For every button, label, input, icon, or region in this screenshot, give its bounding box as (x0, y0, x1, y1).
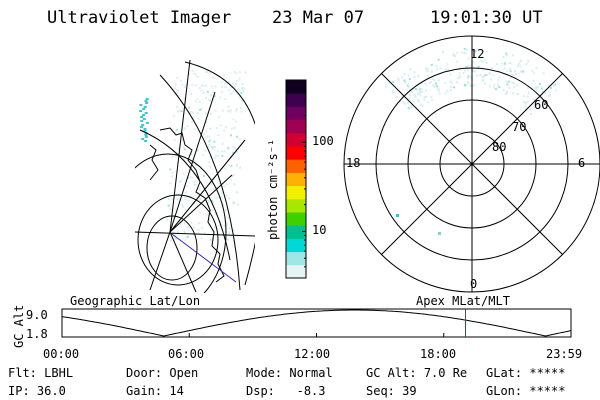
colorbar-tick-10: 10 (312, 223, 327, 238)
colorbar-segment (286, 106, 306, 121)
time-label: 19:01:30 UT (430, 8, 543, 28)
geographic-image-panel (135, 59, 255, 293)
colorbar-segment (286, 212, 306, 226)
info-seq: Seq: 39 (366, 384, 417, 398)
colorbar-segment (286, 119, 306, 134)
gc-alt-axis-label: GC Alt (12, 304, 26, 348)
instrument-title: Ultraviolet Imager (47, 8, 232, 28)
orbit-timeline (61, 308, 572, 338)
y-tick-low: 1.8 (26, 327, 48, 341)
colorbar-segment (286, 159, 306, 173)
info-glon: GLon: ***** (486, 384, 566, 398)
colorbar-tick-100: 100 (312, 134, 334, 149)
polar-mlat-mlt-plot (343, 35, 600, 293)
info-gc-alt: GC Alt: 7.0 Re (366, 366, 468, 380)
x-tick-0000: 00:00 (43, 347, 80, 361)
geographic-lat-lon-label: Geographic Lat/Lon (70, 294, 201, 308)
y-tick-high: 9.0 (26, 308, 48, 322)
mlt-label-dawn: 6 (578, 156, 586, 170)
mlt-label-noon: 12 (470, 47, 485, 61)
colorbar-segment (286, 225, 306, 239)
mlat-label-70: 70 (512, 120, 527, 134)
colorbar-segment (286, 80, 306, 94)
colorbar-segment (286, 238, 306, 253)
x-tick-1800: 18:00 (420, 347, 457, 361)
mlt-label-dusk: 18 (346, 156, 361, 170)
mlt-label-midnight: 0 (470, 277, 478, 291)
auroral-emission-polar (384, 47, 558, 235)
mlat-label-60: 60 (534, 98, 549, 112)
info-door: Door: Open (126, 366, 199, 380)
x-tick-0600: 06:00 (168, 347, 205, 361)
altitude-curve (61, 309, 572, 337)
info-dsp: Dsp: -8.3 (246, 384, 326, 398)
mlat-label-80: 80 (492, 140, 507, 154)
colorbar (285, 79, 307, 279)
x-tick-2359: 23:59 (546, 347, 583, 361)
colorbar-segment (286, 146, 306, 160)
geographic-grid (135, 59, 255, 293)
coastline (159, 127, 225, 283)
colorbar-segment (286, 172, 306, 187)
colorbar-segment (286, 132, 306, 147)
info-glat: GLat: ***** (486, 366, 566, 380)
info-flt: Flt: LBHL (8, 366, 74, 380)
info-ip: IP: 36.0 (8, 384, 66, 398)
info-gain: Gain: 14 (126, 384, 184, 398)
timeline-frame (61, 308, 572, 338)
colorbar-segment (286, 264, 306, 279)
colorbar-unit-label: photon cm⁻²s⁻¹ (266, 138, 280, 240)
date-label: 23 Mar 07 (272, 8, 365, 28)
colorbar-segment (286, 251, 306, 266)
colorbar-segment (286, 185, 306, 200)
polar-axis-diagonal (381, 73, 563, 255)
apex-mlat-mlt-label: Apex MLat/MLT (416, 294, 510, 308)
x-tick-1200: 12:00 (294, 347, 331, 361)
colorbar-segment (286, 198, 306, 213)
info-mode: Mode: Normal (246, 366, 333, 380)
colorbar-segment (286, 93, 306, 107)
colorbar-frame (285, 79, 307, 279)
